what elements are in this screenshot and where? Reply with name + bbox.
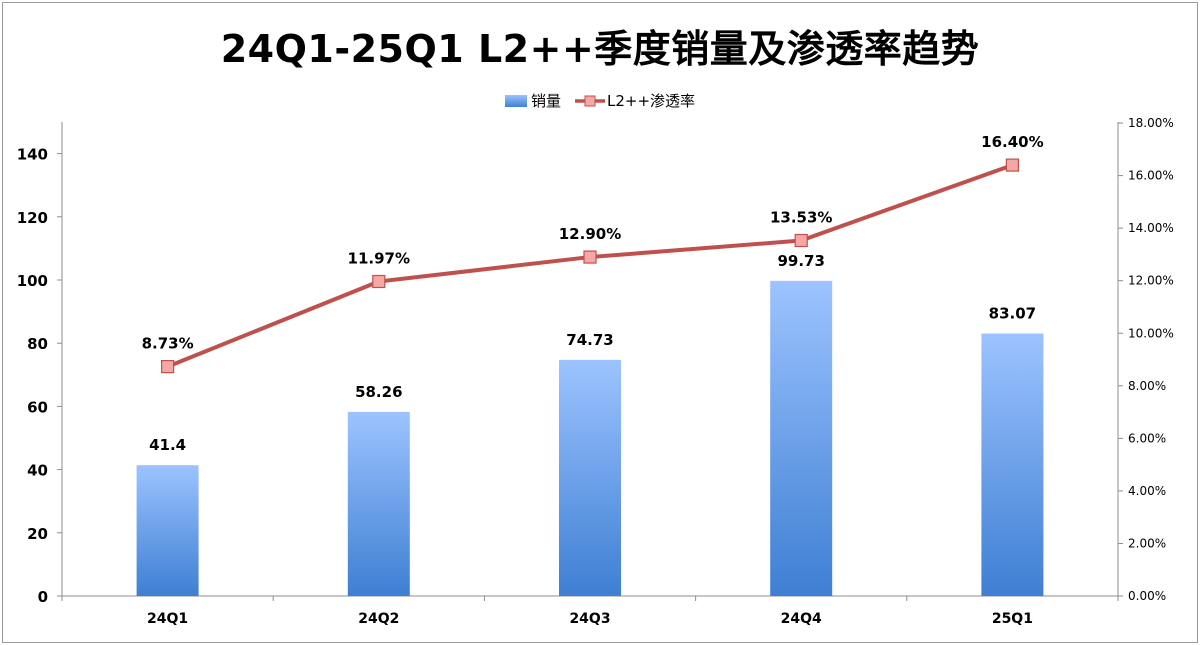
line-data-labels: 8.73% 11.97% 12.90% 13.53% 16.40% <box>142 133 1044 353</box>
legend: 销量 L2++渗透率 <box>505 92 695 110</box>
line-marker-24Q3 <box>583 250 597 264</box>
bar-24Q1 <box>136 465 199 596</box>
line-marker-24Q1 <box>161 360 175 374</box>
x-tick-label: 24Q2 <box>358 611 399 627</box>
line-label-24Q4: 13.53% <box>770 208 832 226</box>
right-tick-label: 10.00% <box>1128 326 1174 340</box>
right-tick-label: 2.00% <box>1128 536 1166 550</box>
line-series <box>161 158 1020 374</box>
bar-data-labels: 41.4 58.26 74.73 99.73 83.07 <box>149 252 1036 454</box>
line-label-24Q2: 11.97% <box>348 249 410 267</box>
right-tick-label: 14.00% <box>1128 221 1174 235</box>
left-tick-label: 100 <box>17 272 48 290</box>
line-marker-24Q4 <box>794 233 808 248</box>
right-tick-label: 18.00% <box>1128 116 1174 130</box>
legend-line-marker <box>584 95 596 107</box>
right-tick-label: 8.00% <box>1128 379 1166 393</box>
x-tick-label: 24Q1 <box>147 611 188 627</box>
bar-label-24Q1: 41.4 <box>149 436 186 454</box>
bar-24Q4 <box>770 280 833 596</box>
right-tick-label: 12.00% <box>1128 274 1174 288</box>
x-axis-ticks: 24Q1 24Q2 24Q3 24Q4 25Q1 <box>61 596 1119 627</box>
bar-24Q3 <box>559 359 621 596</box>
line-label-24Q1: 8.73% <box>142 335 194 353</box>
left-y-ticks: 0 20 40 60 80 100 120 140 <box>17 146 62 606</box>
line-marker-25Q1 <box>1005 158 1020 172</box>
x-tick-label: 24Q4 <box>781 611 822 627</box>
right-y-ticks: 0.00% 2.00% 4.00% 6.00% 8.00% 10.00% 12.00% 14.… <box>1118 116 1174 603</box>
bar-label-24Q2: 58.26 <box>355 383 402 401</box>
left-tick-label: 40 <box>27 462 48 480</box>
legend-bar-label: 销量 <box>531 92 561 110</box>
bar-25Q1 <box>981 333 1044 596</box>
bar-24Q2 <box>347 411 410 596</box>
x-tick-label: 25Q1 <box>992 611 1033 627</box>
legend-bar-swatch <box>505 95 527 107</box>
left-tick-label: 60 <box>27 398 48 416</box>
bar-label-24Q4: 99.73 <box>777 252 824 270</box>
left-tick-label: 80 <box>27 335 48 353</box>
line-label-24Q3: 12.90% <box>559 225 621 243</box>
line-label-25Q1: 16.40% <box>981 133 1043 151</box>
right-tick-label: 16.00% <box>1128 169 1174 183</box>
bar-series <box>136 280 1044 596</box>
left-tick-label: 140 <box>17 146 48 164</box>
x-tick-label: 24Q3 <box>569 611 610 627</box>
left-tick-label: 120 <box>17 209 48 227</box>
right-tick-label: 0.00% <box>1128 589 1166 603</box>
left-tick-label: 0 <box>38 588 48 606</box>
right-tick-label: 4.00% <box>1128 484 1166 498</box>
chart-title: 24Q1-25Q1 L2++季度销量及渗透率趋势 <box>220 27 980 71</box>
bar-label-25Q1: 83.07 <box>989 304 1036 322</box>
line-marker-24Q2 <box>372 274 386 289</box>
left-tick-label: 20 <box>27 525 48 543</box>
legend-line-label: L2++渗透率 <box>607 92 695 110</box>
bar-label-24Q3: 74.73 <box>566 331 613 349</box>
right-tick-label: 6.00% <box>1128 431 1166 445</box>
